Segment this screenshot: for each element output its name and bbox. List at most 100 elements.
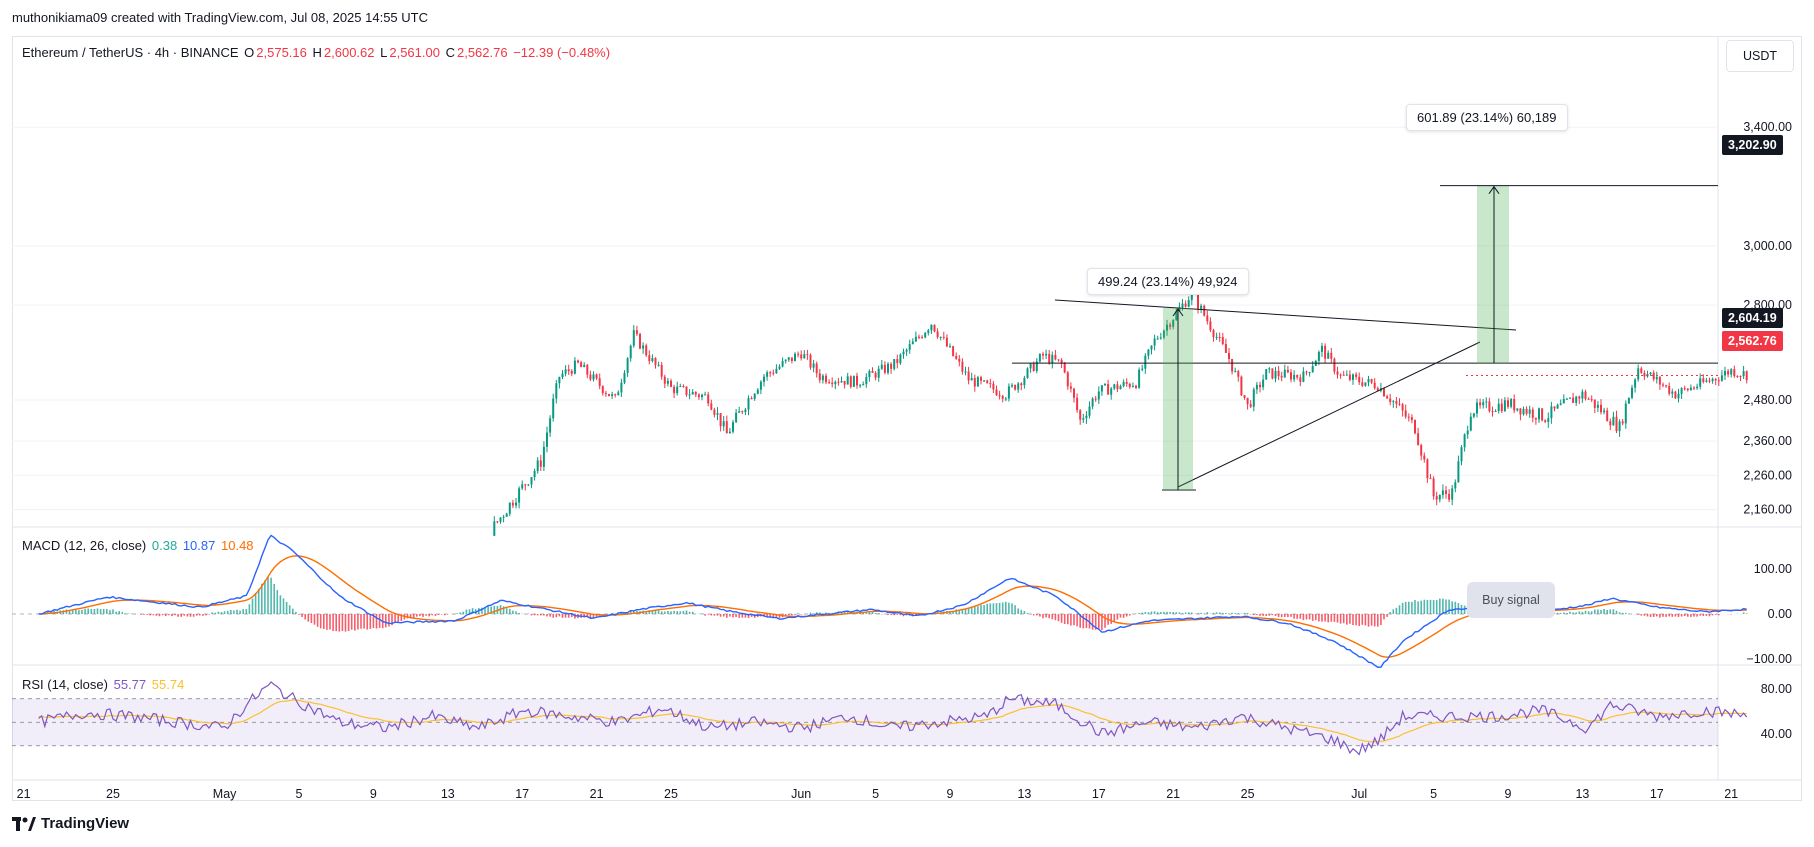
last-price-tag: 2,562.76 — [1722, 331, 1783, 351]
macd-hist-bar — [419, 614, 421, 617]
macd-hist-bar — [1203, 613, 1205, 614]
time-tick-label: 13 — [441, 787, 455, 801]
candle-body — [707, 394, 710, 404]
candle-body — [558, 376, 561, 384]
macd-hist-bar — [986, 603, 988, 614]
macd-hist-bar — [1032, 614, 1035, 616]
candle-body — [697, 394, 700, 398]
candle-body — [617, 392, 620, 396]
macd-hist-bar — [722, 614, 725, 617]
candle-body — [998, 395, 1001, 397]
macd-hist-bar — [490, 606, 492, 614]
macd-hist-bar — [242, 609, 244, 614]
candle-body — [905, 349, 908, 352]
candle-body — [1485, 401, 1488, 403]
macd-hist-bar — [533, 614, 536, 616]
macd-hist-bar — [75, 609, 77, 614]
buy-signal-note[interactable]: Buy signal — [1467, 582, 1555, 618]
candle-body — [1451, 488, 1454, 500]
macd-hist-bar — [828, 612, 830, 614]
candle-body — [1311, 365, 1314, 373]
candle-body — [1296, 374, 1299, 378]
candle-body — [1063, 363, 1066, 373]
macd-hist-bar — [530, 614, 533, 616]
time-tick-label: 5 — [296, 787, 303, 801]
candle-body — [1045, 353, 1048, 356]
candle-body — [1367, 379, 1370, 383]
macd-hist-bar — [434, 614, 437, 616]
macd-hist-bar — [1671, 614, 1674, 617]
macd-hist-bar — [1594, 609, 1596, 614]
macd-hist-bar — [961, 609, 964, 614]
macd-hist-bar — [177, 614, 179, 617]
macd-hist-bar — [1308, 614, 1311, 620]
macd-hist-bar — [1665, 614, 1667, 617]
macd-hist-bar — [140, 614, 142, 615]
macd-hist-bar — [109, 610, 111, 614]
macd-hist-bar — [1649, 614, 1652, 618]
macd-hist-bar — [1094, 614, 1097, 630]
macd-hist-bar — [1566, 612, 1568, 614]
macd-hist-bar — [974, 606, 976, 614]
candle-body — [759, 381, 762, 390]
macd-hist-bar — [1370, 614, 1373, 626]
macd-hist-bar — [96, 608, 99, 614]
candle-body — [1689, 387, 1692, 391]
macd-hist-bar — [254, 592, 257, 614]
candle-body — [1668, 386, 1671, 394]
candle-body — [806, 354, 809, 356]
close-label: C — [445, 45, 455, 60]
candle-body — [642, 345, 645, 349]
macd-hist-bar — [1268, 614, 1271, 616]
macd-hist-bar — [896, 614, 899, 615]
macd-hist-bar — [1070, 614, 1072, 626]
macd-hist-bar — [1277, 614, 1280, 618]
candle-body — [1221, 337, 1224, 344]
macd-hist-bar — [750, 614, 753, 617]
macd-hist-bar — [1014, 605, 1016, 614]
macd-hist-bar — [437, 614, 440, 615]
macd-hist-bar — [1559, 612, 1562, 614]
candle-body — [1197, 294, 1199, 309]
candle-body — [1590, 399, 1593, 401]
candle-body — [1593, 399, 1596, 408]
macd-hist-bar — [1073, 614, 1075, 626]
candle-body — [837, 381, 840, 383]
macd-hist-bar — [350, 614, 353, 630]
macd-hist-bar — [412, 614, 415, 619]
macd-hist-bar — [654, 610, 657, 614]
candle-body — [939, 336, 942, 338]
candle-body — [1051, 354, 1054, 364]
candle-body — [1649, 372, 1652, 375]
candle-body — [1104, 383, 1106, 386]
candle-body — [1237, 371, 1240, 377]
measurement-label-second[interactable]: 601.89 (23.14%) 60,189 — [1406, 104, 1568, 131]
candle-body — [1615, 416, 1618, 432]
macd-hist-bar — [1637, 614, 1639, 615]
axes: 3,400.003,000.002,800.002,480.002,360.00… — [17, 120, 1792, 801]
candle-body — [1116, 384, 1119, 390]
macd-hist-bar — [1169, 611, 1171, 614]
measurement-label-first[interactable]: 499.24 (23.14%) 49,924 — [1087, 268, 1249, 295]
macd-hist-bar — [248, 604, 251, 614]
time-tick-label: 21 — [590, 787, 604, 801]
macd-hist-bar — [195, 614, 198, 616]
candle-body — [1066, 372, 1069, 387]
macd-hist-bar — [71, 609, 74, 614]
candle-body — [679, 386, 682, 388]
macd-hist-bar — [1349, 614, 1351, 624]
macd-hist-bar — [555, 614, 558, 618]
currency-unit-button[interactable]: USDT — [1726, 40, 1794, 72]
macd-hist-bar — [1262, 614, 1264, 616]
macd-hist-bar — [1274, 614, 1277, 616]
macd-hist-bar — [372, 614, 375, 628]
macd-hist-bar — [1215, 612, 1218, 614]
macd-hist-bar — [1156, 612, 1159, 614]
macd-histogram — [37, 577, 1748, 632]
time-tick-label: 9 — [947, 787, 954, 801]
macd-hist-bar — [1017, 608, 1019, 614]
macd-hist-bar — [484, 606, 486, 614]
candle-body — [738, 411, 741, 413]
candle-body — [1438, 494, 1441, 500]
